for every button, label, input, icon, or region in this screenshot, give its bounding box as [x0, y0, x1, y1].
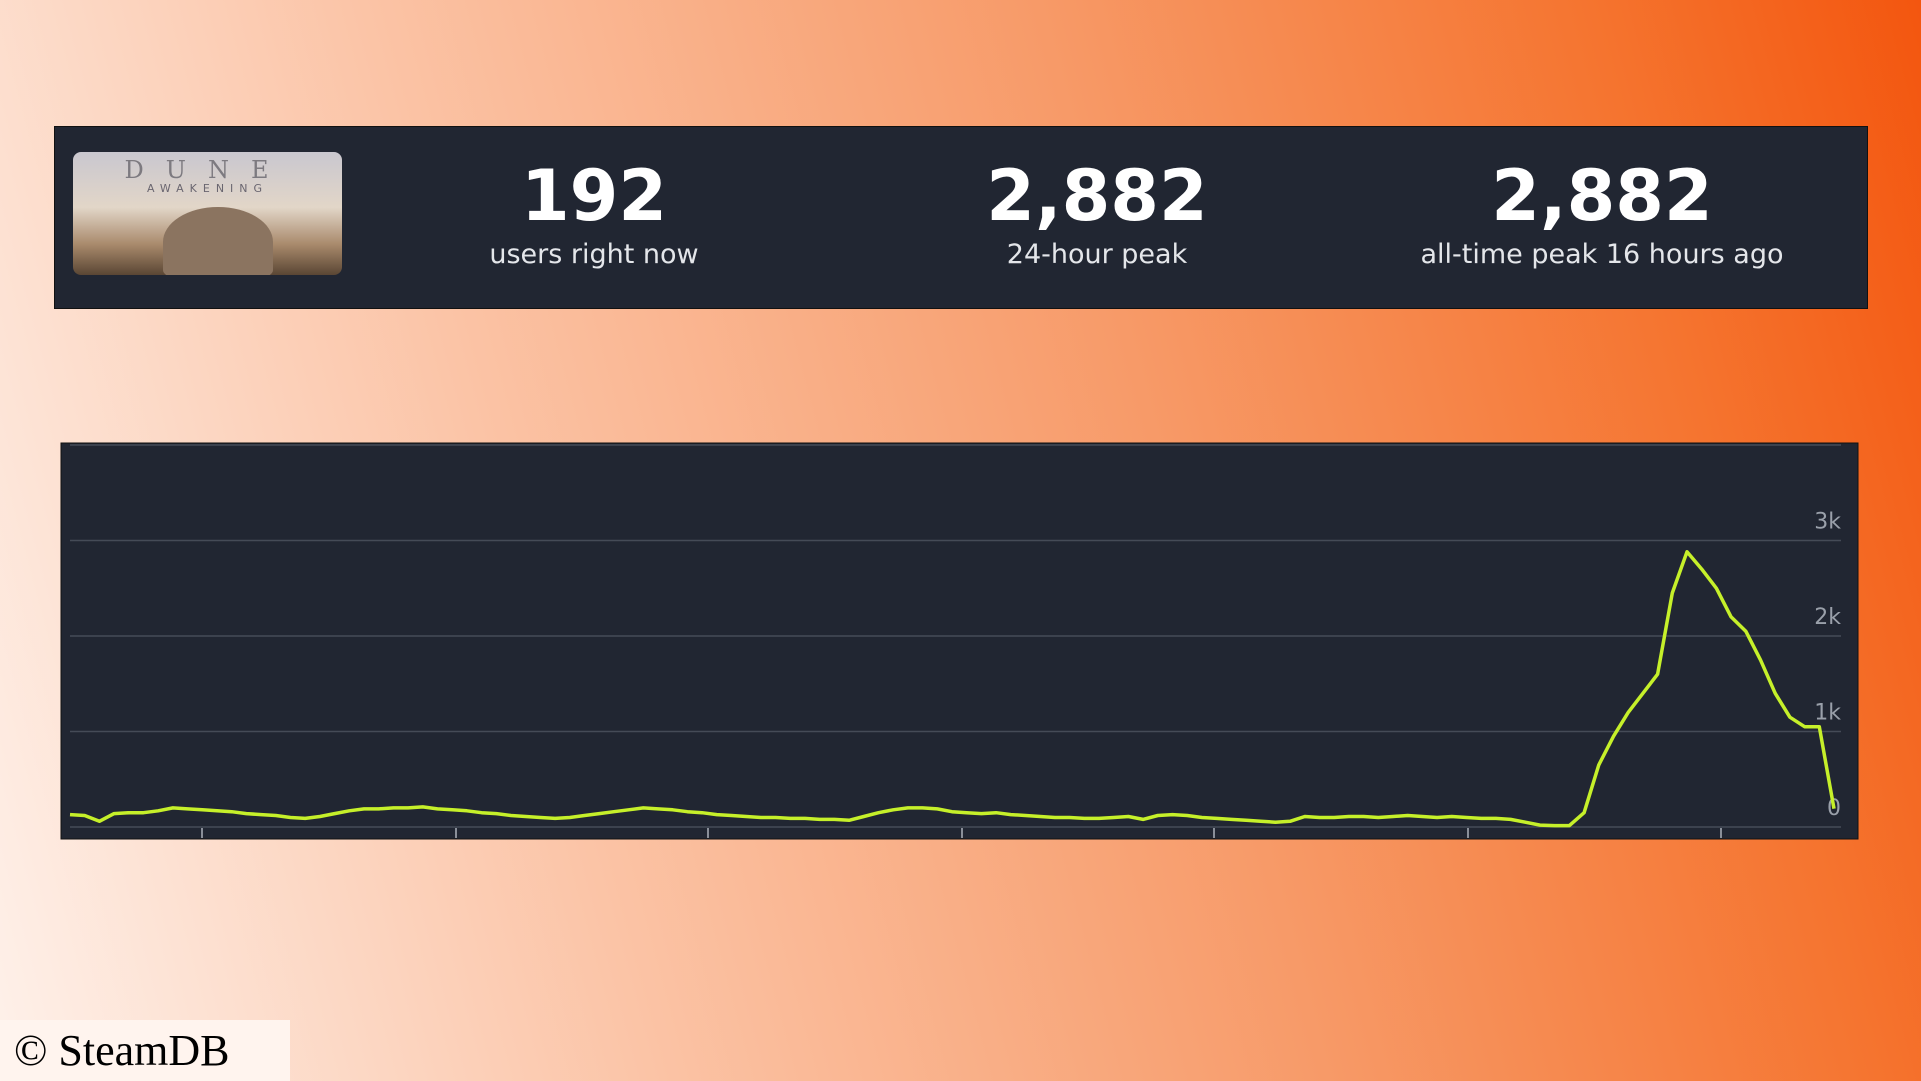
stat-value: 192 [520, 155, 668, 237]
x-ticks [201, 828, 1722, 838]
stats-header: DUNE AWAKENING 192 users right now 2,882… [54, 126, 1868, 309]
stat-value: 2,882 [986, 155, 1208, 237]
chart-panel [60, 442, 1859, 840]
thumbnail-subtitle: AWAKENING [146, 182, 269, 195]
copyright: © SteamDB [0, 1020, 290, 1081]
stat-label: users right now [489, 239, 699, 270]
y-tick-label: 3k [1814, 510, 1841, 535]
stat-label: all-time peak 16 hours ago [1420, 239, 1784, 270]
game-thumbnail[interactable]: DUNE AWAKENING [73, 152, 342, 275]
stat-value: 2,882 [1491, 155, 1713, 237]
stat-label: 24-hour peak [1006, 239, 1188, 270]
y-tick-label: 2k [1814, 605, 1841, 630]
y-tick-label: 1k [1814, 701, 1841, 726]
thumbnail-title: DUNE [124, 156, 291, 184]
thumbnail-art [163, 207, 273, 275]
player-count-line [69, 550, 1836, 828]
